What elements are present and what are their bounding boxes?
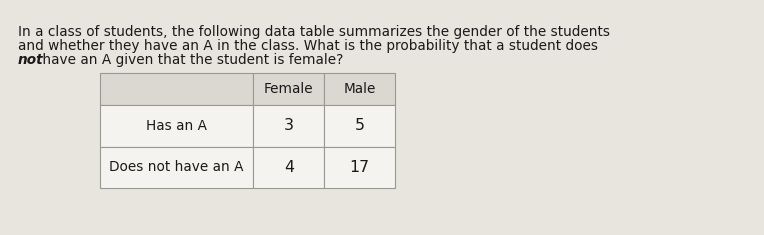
Bar [254, 73, 324, 105]
Bar [100, 105, 254, 147]
Text: In a class of students, the following data table summarizes the gender of the st: In a class of students, the following da… [18, 25, 610, 39]
Text: 5: 5 [354, 118, 364, 133]
Text: Male: Male [343, 82, 376, 96]
Bar [324, 73, 395, 105]
Bar [324, 105, 395, 147]
Bar [254, 147, 324, 188]
Text: 4: 4 [283, 160, 294, 175]
Text: 3: 3 [283, 118, 294, 133]
Bar [100, 73, 254, 105]
Text: not: not [18, 53, 44, 67]
Text: Female: Female [264, 82, 313, 96]
Bar [100, 147, 254, 188]
Text: 17: 17 [350, 160, 370, 175]
Text: have an A given that the student is female?: have an A given that the student is fema… [38, 53, 343, 67]
Bar [254, 105, 324, 147]
Text: and whether they have an A in the class. What is the probability that a student : and whether they have an A in the class.… [18, 39, 598, 53]
Text: Does not have an A: Does not have an A [109, 160, 244, 174]
Bar [324, 147, 395, 188]
Text: Has an A: Has an A [146, 119, 207, 133]
